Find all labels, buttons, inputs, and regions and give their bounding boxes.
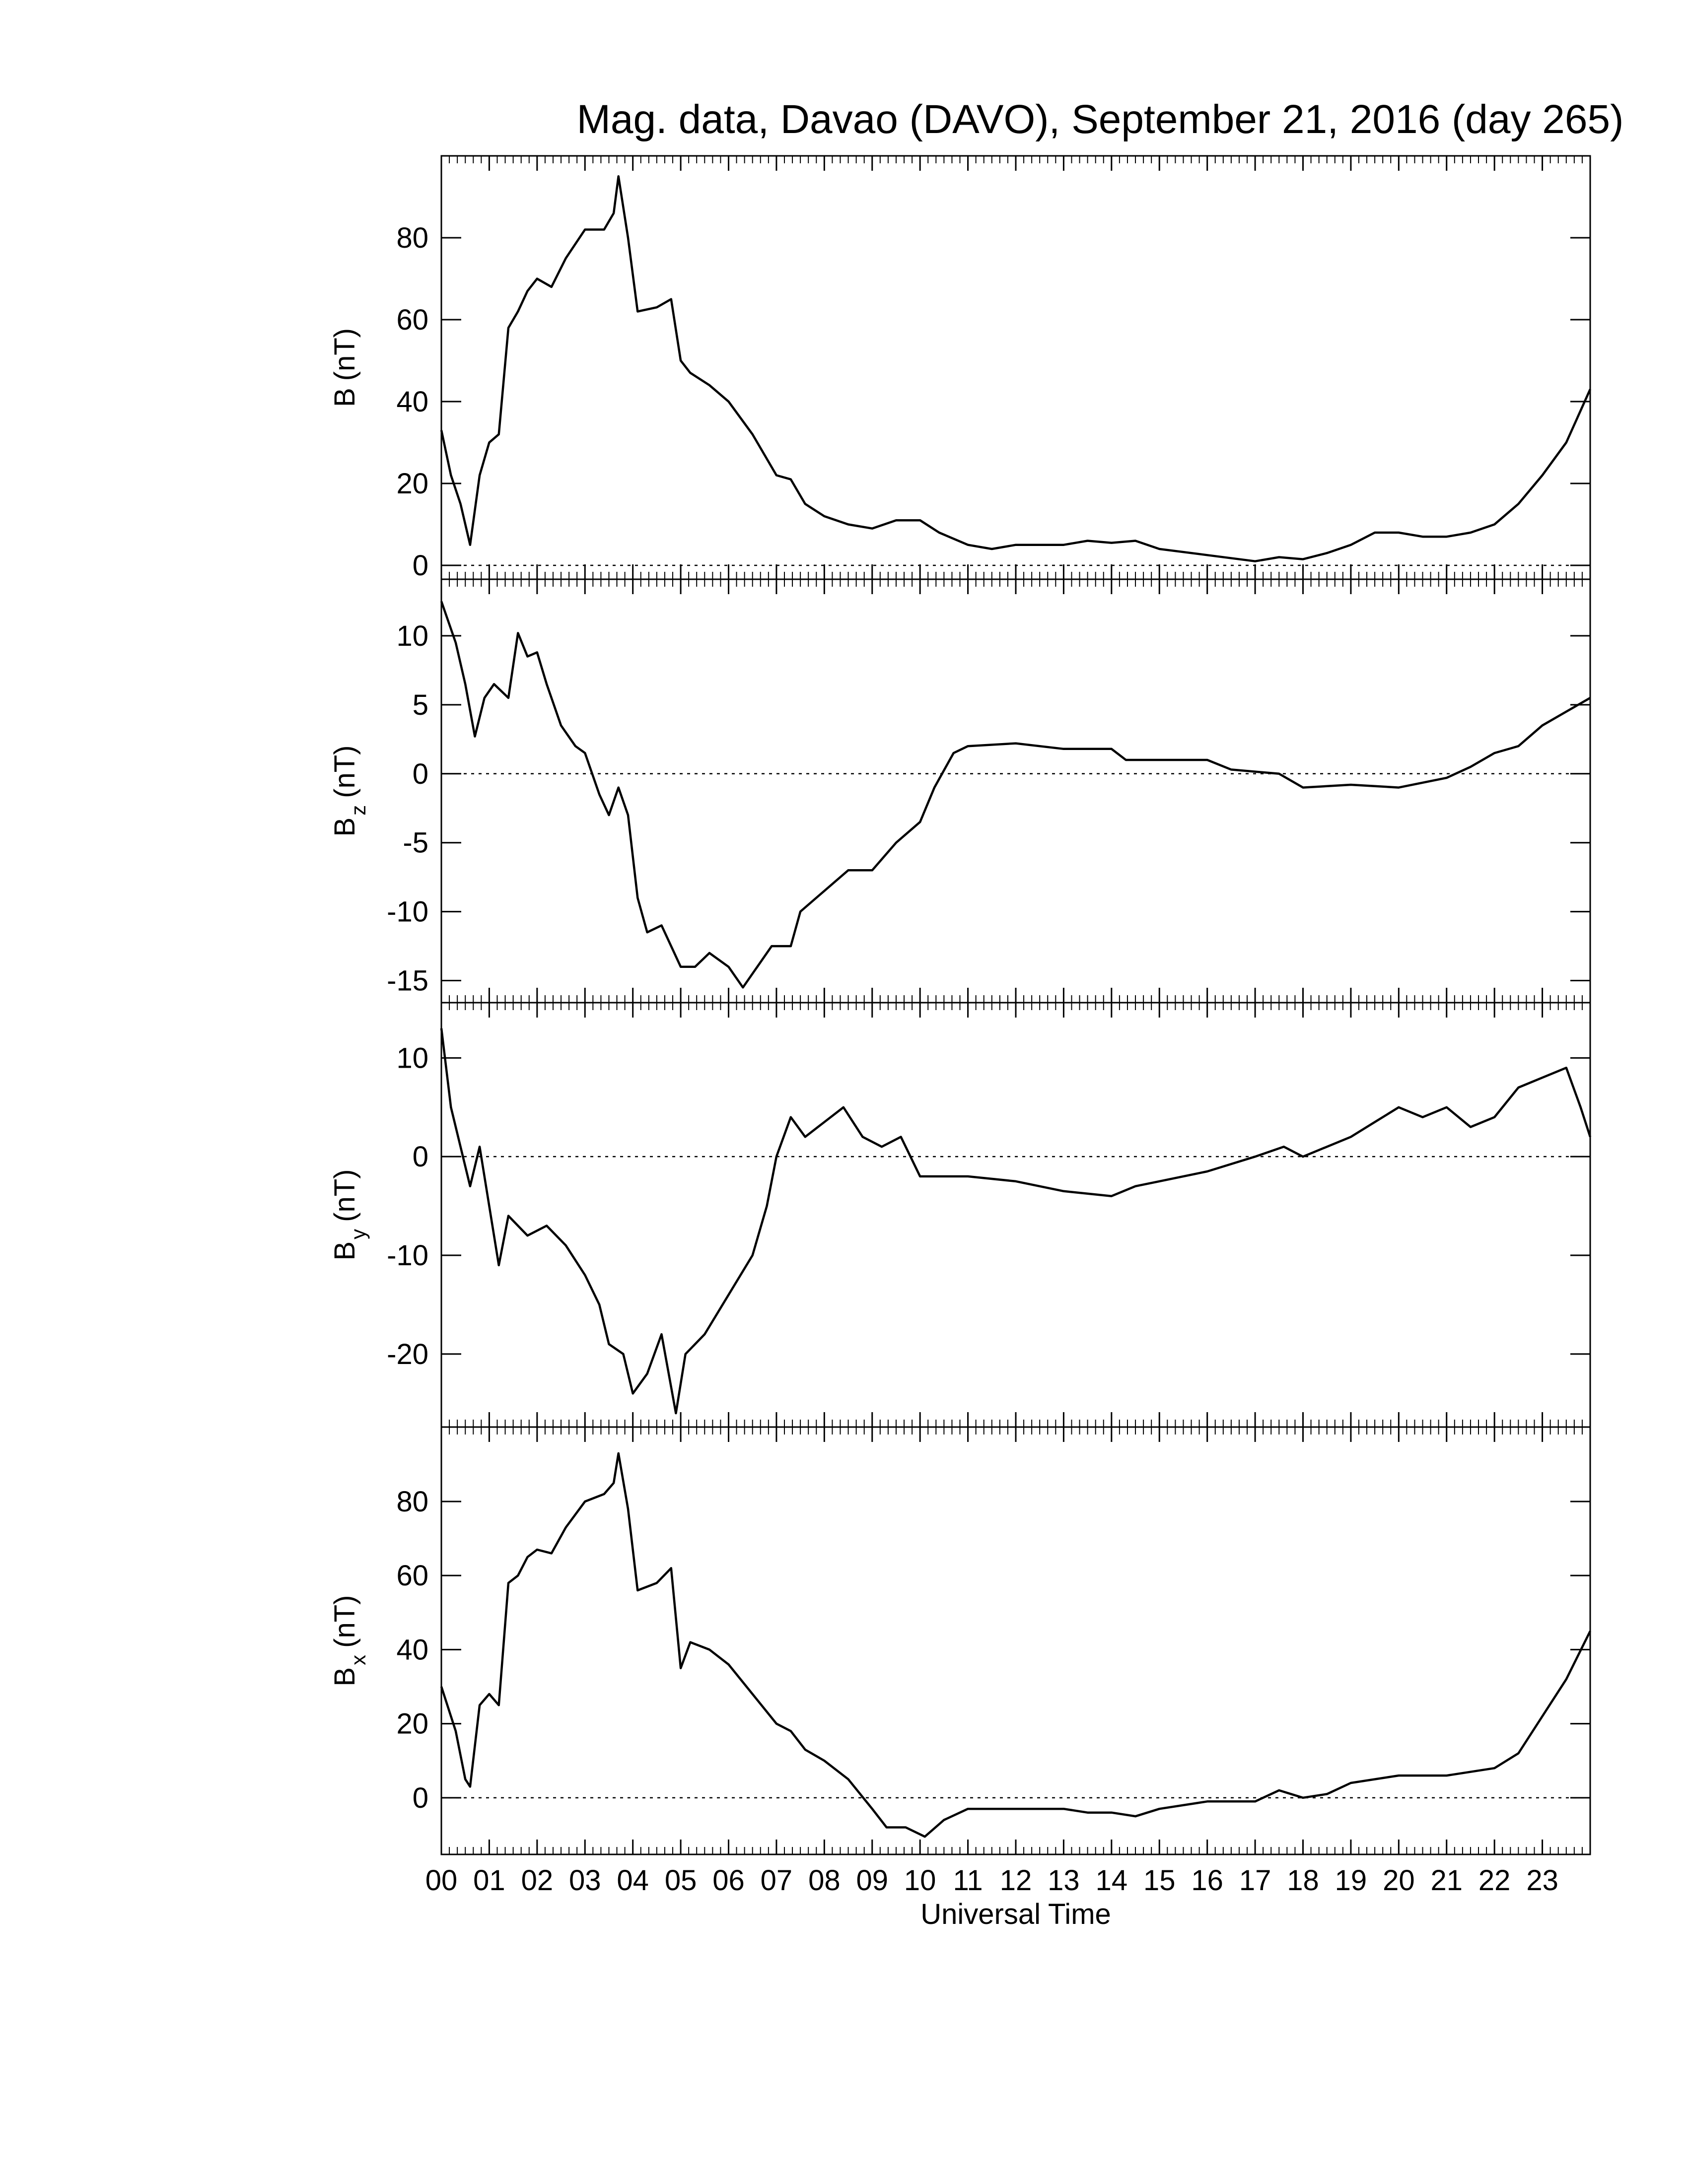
y-axis-label-part: (nT) — [329, 1169, 361, 1222]
y-axis-label-part: B — [329, 818, 361, 837]
y-axis-label: Bz (nT) — [329, 745, 370, 836]
x-tick-label: 12 — [1000, 1864, 1032, 1897]
data-line — [440, 1452, 1592, 1838]
x-tick-label: 11 — [953, 1864, 983, 1897]
x-tick-label: 06 — [712, 1864, 745, 1897]
x-tick-label: 22 — [1478, 1864, 1511, 1897]
y-tick-label: 40 — [396, 386, 428, 418]
y-tick-label: 0 — [413, 1141, 428, 1173]
x-tick-label: 01 — [473, 1864, 505, 1897]
x-tick-label: 07 — [761, 1864, 793, 1897]
x-tick-label: 23 — [1526, 1864, 1558, 1897]
x-tick-label: 17 — [1239, 1864, 1271, 1897]
y-axis-label-part: B — [329, 388, 361, 407]
y-axis-label-part: (nT) — [329, 1595, 361, 1647]
plot-frame — [440, 1002, 1591, 1428]
y-tick-label: 60 — [396, 304, 428, 336]
data-line — [440, 175, 1592, 562]
x-tick-label: 10 — [904, 1864, 936, 1897]
y-axis-label-subscript: x — [347, 1655, 370, 1665]
y-axis-label-part: (nT) — [329, 328, 361, 381]
y-axis-label: Bx (nT) — [329, 1595, 370, 1686]
plot-frame — [440, 1426, 1591, 1855]
x-tick-label: 16 — [1191, 1864, 1223, 1897]
y-tick-label: 5 — [413, 689, 428, 721]
y-axis-label-part: (nT) — [329, 745, 361, 798]
x-tick-label: 15 — [1143, 1864, 1176, 1897]
x-tick-label: 18 — [1287, 1864, 1319, 1897]
x-tick-label: 08 — [808, 1864, 841, 1897]
x-tick-label: 19 — [1335, 1864, 1367, 1897]
plot-frame — [440, 155, 1591, 580]
x-tick-label: 09 — [856, 1864, 888, 1897]
y-tick-label: 80 — [396, 1486, 428, 1518]
y-axis-label: By (nT) — [329, 1169, 370, 1260]
y-tick-label: 60 — [396, 1560, 428, 1592]
x-tick-label: 04 — [617, 1864, 649, 1897]
y-axis-label-subscript: y — [347, 1229, 370, 1239]
y-axis-label-part: B — [329, 1667, 361, 1687]
y-tick-label: -10 — [387, 1239, 428, 1272]
y-tick-label: 0 — [413, 549, 428, 582]
y-tick-label: -20 — [387, 1338, 428, 1370]
x-tick-label: 00 — [425, 1864, 458, 1897]
x-axis-label: Universal Time — [920, 1898, 1111, 1930]
y-axis-label-subscript: z — [347, 805, 370, 816]
y-tick-label: 0 — [413, 758, 428, 790]
y-tick-label: 20 — [396, 468, 428, 500]
y-tick-label: -10 — [387, 896, 428, 928]
y-tick-label: 0 — [413, 1782, 428, 1814]
y-tick-label: -5 — [403, 827, 428, 859]
data-line — [440, 601, 1591, 989]
x-tick-label: 13 — [1048, 1864, 1080, 1897]
y-tick-label: 10 — [396, 1042, 428, 1074]
y-tick-label: 80 — [396, 222, 428, 254]
x-tick-label: 14 — [1096, 1864, 1128, 1897]
plot-frame — [440, 578, 1591, 1004]
x-tick-label: 02 — [521, 1864, 554, 1897]
data-line — [440, 1028, 1592, 1415]
x-tick-label: 05 — [665, 1864, 697, 1897]
y-axis-label-part: B — [329, 1241, 361, 1261]
y-tick-label: 10 — [396, 620, 428, 652]
y-axis-label: B (nT) — [329, 328, 361, 407]
y-tick-label: 40 — [396, 1634, 428, 1666]
x-tick-label: 21 — [1430, 1864, 1463, 1897]
y-tick-label: 20 — [396, 1708, 428, 1740]
x-tick-label: 20 — [1383, 1864, 1415, 1897]
chart-title: Mag. data, Davao (DAVO), September 21, 2… — [577, 97, 1624, 142]
y-tick-label: -15 — [387, 965, 428, 997]
x-tick-label: 03 — [569, 1864, 601, 1897]
